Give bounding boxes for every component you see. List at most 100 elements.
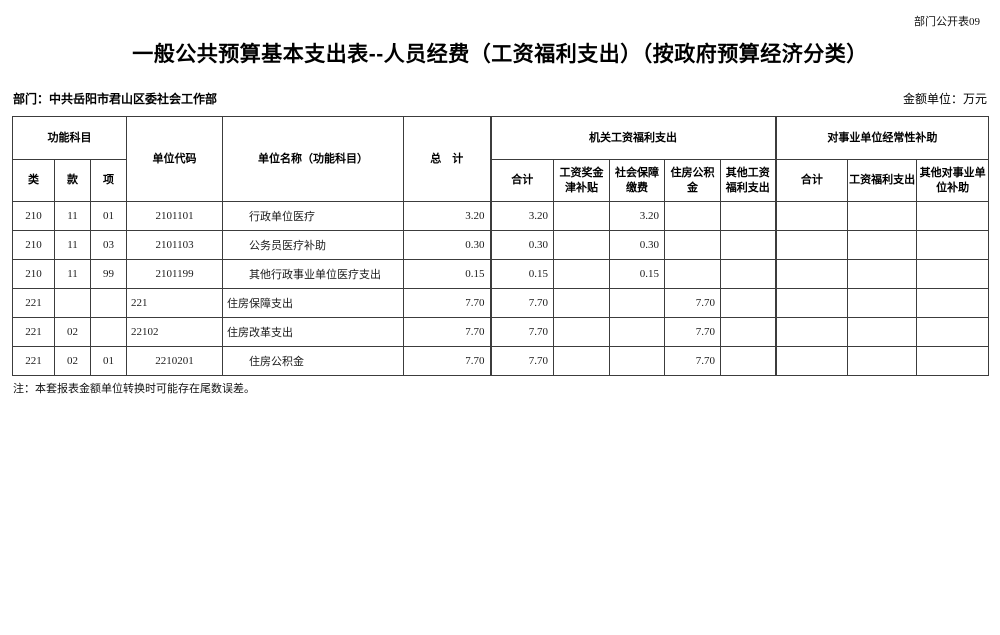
cell-housing-fund (664, 201, 722, 231)
cell-section-code: 11 (54, 259, 91, 289)
cell-unit-code: 2210201 (126, 346, 224, 376)
doc-sheet-number: 部门公开表09 (914, 16, 980, 28)
cell-social-security (609, 288, 666, 318)
cell-item-code: 99 (89, 259, 128, 289)
cell-section-code: 11 (54, 201, 91, 231)
cell-wage-bonus (553, 317, 611, 347)
table-row: 210 11 03 2101103 公务员医疗补助 0.30 0.30 0.30 (12, 230, 990, 260)
cell-section-code (54, 288, 91, 318)
cell-wage-bonus (553, 288, 611, 318)
cell-class-code: 221 (12, 288, 55, 318)
table-row: 221 221 住房保障支出 7.70 7.70 7.70 (12, 288, 990, 318)
cell-total: 0.30 (403, 230, 492, 260)
cell-other-wage (720, 288, 777, 318)
amount-unit-label: 金额单位：万元 (902, 92, 987, 106)
cell-inst-other-subsidy (916, 317, 990, 347)
cell-social-security (609, 346, 666, 376)
cell-wage-bonus (553, 346, 611, 376)
cell-inst-wage-welfare (847, 201, 918, 231)
header-g1-other-wage: 其他工资福利支出 (720, 159, 777, 202)
cell-housing-fund: 7.70 (664, 346, 722, 376)
cell-unit-code: 221 (126, 288, 224, 318)
cell-item-code: 03 (89, 230, 128, 260)
cell-social-security: 0.15 (609, 259, 666, 289)
table-body: 210 11 01 2101101 行政单位医疗 3.20 3.20 3.20 210 11 03 2… (12, 201, 990, 376)
cell-other-wage (720, 230, 777, 260)
cell-inst-subtotal (774, 288, 849, 318)
page-title: 一般公共预算基本支出表--人员经费（工资福利支出）（按政府预算经济分类） (132, 43, 868, 66)
cell-gov-subtotal: 7.70 (489, 317, 555, 347)
cell-wage-bonus (553, 201, 611, 231)
cell-unit-code: 2101199 (126, 259, 224, 289)
cell-gov-subtotal: 7.70 (489, 346, 555, 376)
budget-table: 功能科目 单位代码 单位名称（功能科目） 总 计 机关工资福利支出 对事业单位经… (11, 116, 990, 376)
cell-inst-subtotal (774, 230, 849, 260)
cell-inst-subtotal (774, 259, 849, 289)
cell-inst-wage-welfare (847, 230, 918, 260)
cell-inst-other-subsidy (916, 346, 990, 376)
cell-section-code: 02 (54, 346, 91, 376)
cell-total: 7.70 (403, 317, 492, 347)
cell-other-wage (720, 259, 777, 289)
cell-total: 7.70 (403, 288, 492, 318)
cell-class-code: 210 (12, 230, 55, 260)
meta-row: 部门：中共岳阳市君山区委社会工作部 金额单位：万元 (13, 68, 987, 107)
cell-other-wage (720, 201, 777, 231)
header-g1-wage-bonus: 工资奖金津补贴 (553, 159, 611, 202)
cell-other-wage (720, 346, 777, 376)
cell-class-code: 210 (12, 201, 55, 231)
cell-wage-bonus (553, 230, 611, 260)
table-row: 210 11 01 2101101 行政单位医疗 3.20 3.20 3.20 (12, 201, 990, 231)
cell-inst-other-subsidy (916, 230, 990, 260)
cell-unit-name: 其他行政事业单位医疗支出 (222, 259, 405, 289)
cell-gov-subtotal: 0.15 (489, 259, 555, 289)
cell-gov-subtotal: 3.20 (489, 201, 555, 231)
cell-section-code: 02 (54, 317, 91, 347)
cell-housing-fund: 7.70 (664, 317, 722, 347)
cell-social-security (609, 317, 666, 347)
table-header: 功能科目 单位代码 单位名称（功能科目） 总 计 机关工资福利支出 对事业单位经… (11, 116, 990, 202)
footnote: 注：本套报表金额单位转换时可能存在尾数误差。 (13, 383, 255, 395)
header-unit-code: 单位代码 (126, 116, 224, 202)
cell-social-security: 3.20 (609, 201, 666, 231)
header-g2-wage-welfare: 工资福利支出 (847, 159, 918, 202)
cell-unit-name: 住房改革支出 (222, 317, 405, 347)
cell-inst-subtotal (774, 346, 849, 376)
cell-unit-name: 住房保障支出 (222, 288, 405, 318)
cell-unit-code: 2101101 (126, 201, 224, 231)
cell-item-code: 01 (89, 346, 128, 376)
cell-class-code: 210 (12, 259, 55, 289)
cell-unit-code: 2101103 (126, 230, 224, 260)
header-g2-other-subsidy: 其他对事业单位补助 (916, 159, 990, 202)
cell-total: 0.15 (403, 259, 492, 289)
cell-inst-other-subsidy (916, 259, 990, 289)
table-row: 221 02 22102 住房改革支出 7.70 7.70 7.70 (12, 317, 990, 347)
cell-unit-name: 公务员医疗补助 (222, 230, 405, 260)
cell-inst-wage-welfare (847, 288, 918, 318)
cell-unit-name: 住房公积金 (222, 346, 405, 376)
cell-total: 7.70 (403, 346, 492, 376)
header-section: 款 (54, 159, 91, 202)
cell-inst-subtotal (774, 201, 849, 231)
cell-section-code: 11 (54, 230, 91, 260)
cell-inst-subtotal (774, 317, 849, 347)
cell-housing-fund: 7.70 (664, 288, 722, 318)
cell-inst-other-subsidy (916, 201, 990, 231)
cell-inst-other-subsidy (916, 288, 990, 318)
cell-item-code (89, 288, 128, 318)
header-g1-housing-fund: 住房公积金 (664, 159, 722, 202)
cell-wage-bonus (553, 259, 611, 289)
header-g2-subtotal: 合计 (774, 159, 849, 202)
header-g1-subtotal: 合计 (489, 159, 555, 202)
cell-gov-subtotal: 0.30 (489, 230, 555, 260)
department-label: 部门：中共岳阳市君山区委社会工作部 (13, 92, 218, 106)
cell-total: 3.20 (403, 201, 492, 231)
cell-item-code: 01 (89, 201, 128, 231)
header-func-group: 功能科目 (11, 116, 128, 160)
header-row-2: 类 款 项 合计 工资奖金津补贴 社会保障缴费 住房公积金 其他工资福利支出 合… (12, 159, 990, 202)
cell-item-code (89, 317, 128, 347)
cell-housing-fund (664, 230, 722, 260)
cell-class-code: 221 (12, 317, 55, 347)
header-unit-name: 单位名称（功能科目） (222, 116, 405, 202)
